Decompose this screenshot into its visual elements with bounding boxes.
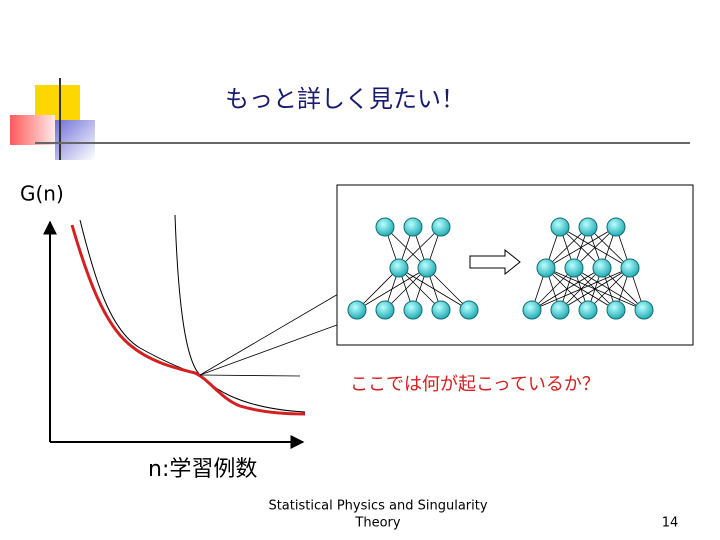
decoration (10, 78, 690, 160)
node (606, 217, 626, 237)
edge (398, 226, 442, 269)
node (592, 258, 612, 278)
edge (531, 267, 631, 311)
node (403, 300, 423, 320)
footer-line: Statistical Physics and Singularity (268, 499, 487, 514)
edge (531, 267, 575, 311)
node (620, 258, 640, 278)
node (522, 300, 542, 320)
node (431, 300, 451, 320)
node (431, 217, 451, 237)
edge (545, 226, 589, 269)
node (459, 300, 479, 320)
page-number: 14 (662, 516, 679, 531)
edge (545, 226, 617, 269)
node (375, 300, 395, 320)
edge (531, 267, 603, 311)
networks (347, 217, 654, 320)
edge (356, 267, 428, 311)
node (375, 217, 395, 237)
node (550, 217, 570, 237)
curves (70, 214, 346, 416)
edge (559, 267, 631, 311)
node (536, 258, 556, 278)
arrow (469, 248, 521, 276)
edge (356, 267, 400, 311)
node (347, 300, 367, 320)
slide-title: もっと詳しく見たい！ (225, 85, 465, 113)
node (606, 300, 626, 320)
footer-line: Theory (354, 516, 400, 531)
edge (587, 267, 631, 311)
x-axis-label: n:学習例数 (148, 457, 257, 482)
y-axis-label: G(n) (20, 182, 64, 206)
node (578, 300, 598, 320)
edge (426, 267, 470, 311)
axes (43, 220, 305, 449)
node (403, 217, 423, 237)
node (417, 258, 437, 278)
node (389, 258, 409, 278)
edge (573, 226, 617, 269)
node (564, 258, 584, 278)
node (578, 217, 598, 237)
node (634, 300, 654, 320)
annotation: ここでは何が起こっているか？ (350, 374, 600, 395)
edge (384, 267, 428, 311)
node (550, 300, 570, 320)
